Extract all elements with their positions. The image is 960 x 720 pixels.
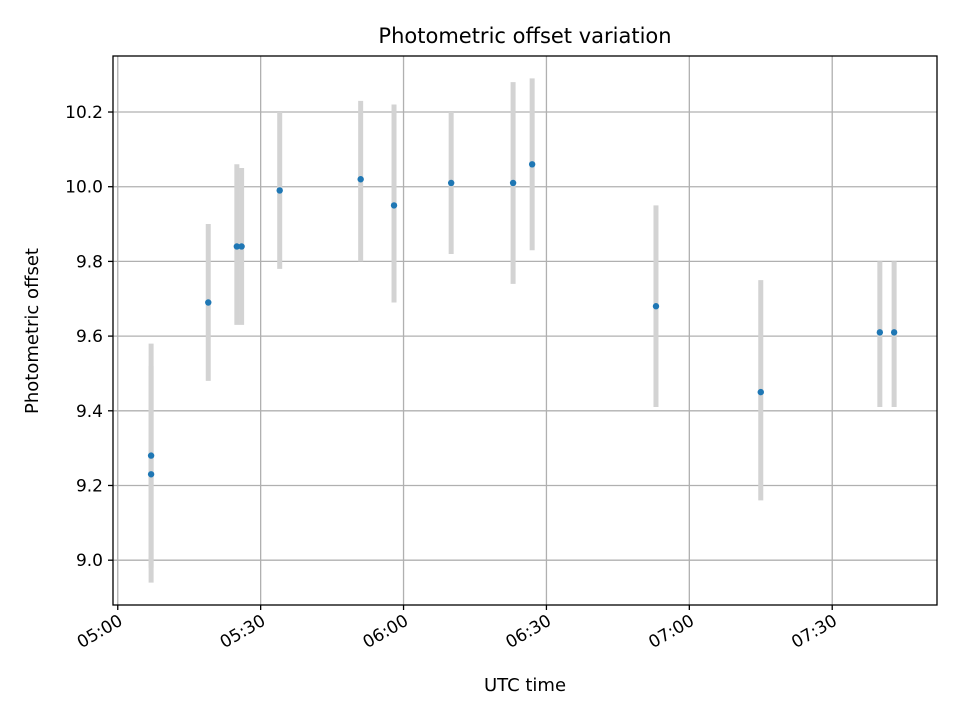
y-tick-label: 9.4 — [76, 402, 103, 422]
data-point — [528, 161, 536, 168]
data-point — [390, 202, 398, 209]
y-tick-label: 10.0 — [65, 178, 103, 198]
y-axis-label: Photometric offset — [22, 248, 43, 414]
chart-title: Photometric offset variation — [378, 24, 671, 48]
y-tick-label: 9.2 — [76, 476, 103, 496]
data-point — [890, 329, 898, 336]
data-point — [876, 329, 884, 336]
data-point — [757, 388, 764, 396]
y-tick-label: 9.8 — [76, 252, 103, 272]
data-point — [357, 176, 364, 183]
data-point — [276, 187, 283, 194]
data-point — [447, 179, 455, 187]
plot-frame — [112, 55, 938, 606]
data-point — [509, 179, 517, 187]
data-point — [652, 303, 660, 310]
data-point — [147, 471, 155, 478]
grid — [113, 56, 937, 605]
data-point — [147, 452, 155, 459]
data-point — [233, 243, 241, 250]
data-points — [147, 161, 898, 478]
y-tick-label: 9.6 — [76, 327, 103, 347]
x-axis-label: UTC time — [484, 675, 566, 696]
data-point — [238, 243, 245, 250]
data-point — [205, 299, 212, 306]
y-tick-label: 10.2 — [65, 103, 103, 123]
y-tick-label: 9.0 — [76, 551, 103, 571]
